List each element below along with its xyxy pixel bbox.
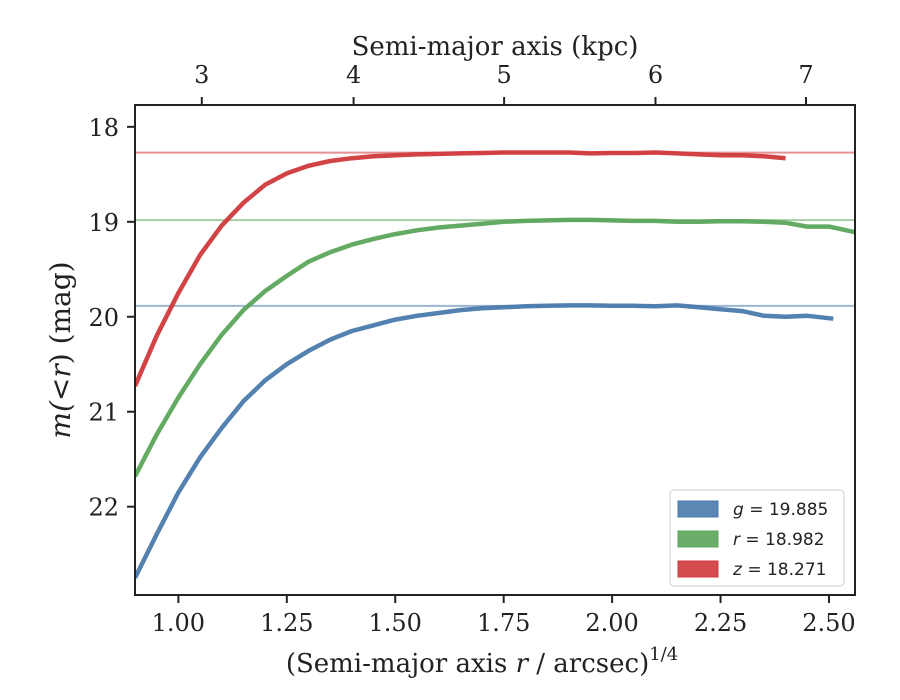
- top-x-tick-label: 3: [194, 61, 209, 89]
- x-axis-label-prefix: (Semi-major axis: [286, 649, 516, 679]
- series-line-z: [135, 150, 786, 387]
- legend-label-g: g = 19.885: [733, 500, 828, 520]
- x-tick-label: 2.25: [694, 609, 747, 637]
- top-x-tick-label: 6: [648, 61, 663, 89]
- y-tick-label: 19: [88, 209, 119, 237]
- x-tick-label: 1.00: [152, 609, 205, 637]
- legend-label-z: z = 18.271: [732, 560, 826, 580]
- y-tick-label: 21: [88, 399, 119, 427]
- x-tick-label: 1.50: [369, 609, 422, 637]
- legend: g = 19.885 r = 18.982 z = 18.271: [669, 489, 845, 587]
- y-tick-label: 22: [88, 494, 119, 522]
- x-axis-label-sup: 1/4: [649, 644, 678, 665]
- legend-swatch-g: [677, 500, 719, 518]
- series-line-r: [135, 217, 855, 478]
- top-x-axis-label: Semi-major axis (kpc): [352, 32, 639, 62]
- y-axis-label-prefix: m(: [44, 400, 77, 439]
- y-axis-label: m(<r) (mag): [44, 261, 77, 438]
- x-tick-label: 2.50: [802, 609, 855, 637]
- plot-frame: [134, 104, 856, 596]
- x-tick-label: 1.75: [477, 609, 530, 637]
- asymptote-lines-layer: [135, 151, 855, 307]
- y-axis-label-suffix: ) (mag): [44, 261, 77, 364]
- legend-swatch-r: [677, 530, 719, 548]
- y-tick-label: 20: [88, 304, 119, 332]
- x-tick-label: 2.00: [585, 609, 638, 637]
- x-axis-label-var: r: [516, 649, 530, 679]
- x-axis-label-middle: / arcsec): [528, 649, 649, 679]
- y-axis-label-var: r: [44, 363, 77, 378]
- ticks-layer: 1.00 1.25 1.50 1.75 2.00 2.25 2.50 18 19 20 21 22 3 4…: [88, 61, 855, 637]
- top-x-tick-label: 4: [346, 61, 361, 89]
- x-tick-label: 1.25: [260, 609, 313, 637]
- series-layer: [135, 150, 855, 579]
- series-line-g: [135, 303, 834, 579]
- x-axis-label: (Semi-major axis r / arcsec)1/4: [286, 644, 678, 679]
- y-tick-label: 18: [88, 114, 119, 142]
- top-x-tick-label: 7: [798, 61, 813, 89]
- y-axis-label-lt: <: [44, 378, 77, 401]
- legend-label-r: r = 18.982: [733, 530, 825, 550]
- top-x-tick-label: 5: [496, 61, 511, 89]
- legend-swatch-z: [677, 560, 719, 578]
